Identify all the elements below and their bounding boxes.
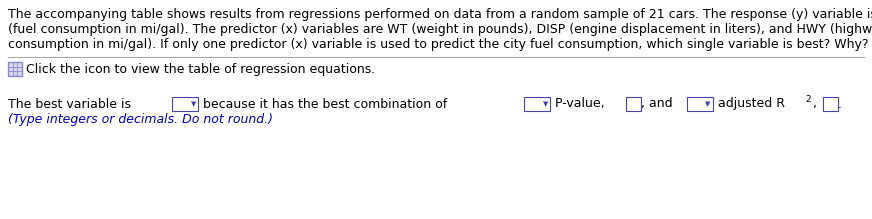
Text: adjusted R: adjusted R bbox=[713, 97, 785, 111]
Text: ▼: ▼ bbox=[705, 101, 711, 107]
Text: Click the icon to view the table of regression equations.: Click the icon to view the table of regr… bbox=[26, 62, 375, 76]
Text: .: . bbox=[838, 97, 841, 111]
Text: ▼: ▼ bbox=[190, 101, 196, 107]
Text: because it has the best combination of: because it has the best combination of bbox=[199, 97, 451, 111]
FancyBboxPatch shape bbox=[524, 97, 550, 111]
FancyBboxPatch shape bbox=[823, 97, 838, 111]
FancyBboxPatch shape bbox=[686, 97, 712, 111]
Text: consumption in mi/gal). If only one predictor (x) variable is used to predict th: consumption in mi/gal). If only one pred… bbox=[8, 38, 869, 51]
FancyBboxPatch shape bbox=[172, 97, 198, 111]
Text: The best variable is: The best variable is bbox=[8, 97, 135, 111]
Text: ,: , bbox=[813, 97, 821, 111]
FancyBboxPatch shape bbox=[626, 97, 641, 111]
Text: The accompanying table shows results from regressions performed on data from a r: The accompanying table shows results fro… bbox=[8, 8, 872, 21]
Text: ▼: ▼ bbox=[543, 101, 548, 107]
Text: (Type integers or decimals. Do not round.): (Type integers or decimals. Do not round… bbox=[8, 113, 273, 127]
Text: , and: , and bbox=[641, 97, 677, 111]
FancyBboxPatch shape bbox=[8, 62, 22, 76]
Text: (fuel consumption in mi/gal). The predictor (x) variables are WT (weight in poun: (fuel consumption in mi/gal). The predic… bbox=[8, 23, 872, 36]
Text: P-value,: P-value, bbox=[551, 97, 609, 111]
Text: 2: 2 bbox=[805, 95, 811, 104]
